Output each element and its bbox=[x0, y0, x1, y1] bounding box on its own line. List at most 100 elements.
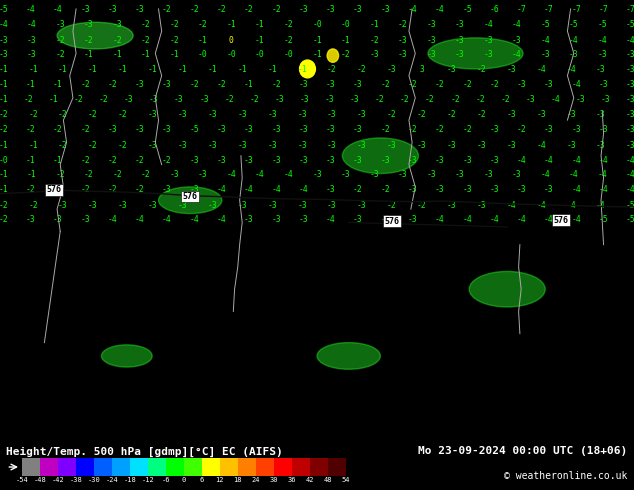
Text: -3: -3 bbox=[299, 156, 308, 165]
Text: -3: -3 bbox=[477, 200, 486, 210]
Bar bbox=[76, 459, 94, 476]
Text: -3: -3 bbox=[357, 110, 366, 119]
Text: -3: -3 bbox=[566, 110, 576, 119]
Text: -2: -2 bbox=[477, 110, 486, 119]
Text: -4: -4 bbox=[571, 215, 581, 224]
Text: -1: -1 bbox=[28, 141, 38, 149]
Text: -1: -1 bbox=[25, 80, 36, 89]
Text: -2: -2 bbox=[80, 80, 90, 89]
Text: -4: -4 bbox=[107, 215, 117, 224]
Text: -0: -0 bbox=[283, 50, 294, 59]
Text: -4: -4 bbox=[326, 215, 335, 224]
Ellipse shape bbox=[101, 345, 152, 367]
Text: -1: -1 bbox=[53, 156, 63, 165]
Text: -1: -1 bbox=[0, 80, 8, 89]
Text: -1: -1 bbox=[84, 50, 94, 59]
Text: -3: -3 bbox=[446, 200, 456, 210]
Bar bbox=[40, 459, 58, 476]
Text: -2: -2 bbox=[217, 5, 226, 14]
Text: -0: -0 bbox=[312, 21, 322, 29]
Text: 36: 36 bbox=[287, 477, 296, 483]
Text: -3: -3 bbox=[237, 141, 247, 149]
Text: -3: -3 bbox=[517, 80, 527, 89]
Text: -4: -4 bbox=[536, 141, 546, 149]
Text: -4: -4 bbox=[435, 5, 444, 14]
Ellipse shape bbox=[342, 138, 418, 173]
Text: -4: -4 bbox=[571, 156, 581, 165]
Text: -2: -2 bbox=[55, 50, 65, 59]
Text: -3: -3 bbox=[426, 171, 436, 179]
Text: -4: -4 bbox=[569, 36, 579, 45]
Text: -4: -4 bbox=[597, 36, 607, 45]
Text: -18: -18 bbox=[124, 477, 136, 483]
Text: -3: -3 bbox=[299, 5, 308, 14]
Text: -1: -1 bbox=[340, 36, 351, 45]
Text: -3: -3 bbox=[162, 186, 172, 195]
Text: -3: -3 bbox=[297, 110, 307, 119]
Text: -4: -4 bbox=[244, 186, 254, 195]
Text: 18: 18 bbox=[233, 477, 242, 483]
Text: -3: -3 bbox=[25, 215, 36, 224]
Text: -4: -4 bbox=[540, 36, 550, 45]
Text: -1: -1 bbox=[237, 65, 247, 74]
Text: -7: -7 bbox=[544, 5, 554, 14]
Text: -3: -3 bbox=[312, 171, 322, 179]
Text: -3: -3 bbox=[244, 156, 254, 165]
Text: -5: -5 bbox=[569, 21, 579, 29]
Text: -1: -1 bbox=[169, 50, 179, 59]
Text: -2: -2 bbox=[380, 80, 390, 89]
Text: -2: -2 bbox=[25, 125, 36, 134]
Text: Mo 23-09-2024 00:00 UTC (18+06): Mo 23-09-2024 00:00 UTC (18+06) bbox=[418, 446, 628, 456]
Text: -4: -4 bbox=[25, 5, 36, 14]
Text: -1: -1 bbox=[207, 65, 217, 74]
Text: -1: -1 bbox=[255, 21, 265, 29]
Text: -2: -2 bbox=[190, 5, 199, 14]
Bar bbox=[328, 459, 346, 476]
Text: -2: -2 bbox=[398, 21, 408, 29]
Text: -2: -2 bbox=[135, 156, 145, 165]
Text: -3: -3 bbox=[178, 110, 188, 119]
Text: -4: -4 bbox=[626, 156, 634, 165]
Text: -4: -4 bbox=[517, 156, 527, 165]
Text: -2: -2 bbox=[417, 110, 427, 119]
Text: -54: -54 bbox=[16, 477, 29, 483]
Text: -7: -7 bbox=[598, 5, 609, 14]
Text: -4: -4 bbox=[626, 171, 634, 179]
Text: -2: -2 bbox=[249, 95, 259, 104]
Text: -4: -4 bbox=[626, 36, 634, 45]
Text: -4: -4 bbox=[536, 65, 546, 74]
Text: -3: -3 bbox=[300, 95, 309, 104]
Text: -3: -3 bbox=[483, 36, 493, 45]
Text: -2: -2 bbox=[446, 110, 456, 119]
Text: -3: -3 bbox=[455, 21, 465, 29]
Text: -3: -3 bbox=[55, 21, 65, 29]
Text: -2: -2 bbox=[169, 21, 179, 29]
Text: -3: -3 bbox=[544, 186, 554, 195]
Text: -3: -3 bbox=[569, 50, 579, 59]
Bar bbox=[256, 459, 274, 476]
Text: -3: -3 bbox=[626, 95, 634, 104]
Text: -1: -1 bbox=[0, 186, 8, 195]
Text: -2: -2 bbox=[500, 95, 510, 104]
Text: -4: -4 bbox=[299, 186, 308, 195]
Text: -3: -3 bbox=[326, 125, 335, 134]
Text: -2: -2 bbox=[0, 110, 8, 119]
Text: -4: -4 bbox=[626, 186, 634, 195]
Text: -3: -3 bbox=[299, 215, 308, 224]
Text: -4: -4 bbox=[135, 215, 145, 224]
Text: -12: -12 bbox=[141, 477, 154, 483]
Text: -2: -2 bbox=[271, 80, 281, 89]
Text: -1: -1 bbox=[58, 65, 68, 74]
Text: -4: -4 bbox=[435, 215, 444, 224]
Text: -3: -3 bbox=[544, 125, 554, 134]
Text: -2: -2 bbox=[244, 5, 254, 14]
Text: -2: -2 bbox=[283, 21, 294, 29]
Text: -2: -2 bbox=[141, 36, 151, 45]
Text: -38: -38 bbox=[70, 477, 82, 483]
Text: -3: -3 bbox=[536, 110, 546, 119]
Bar bbox=[220, 459, 238, 476]
Text: -2: -2 bbox=[217, 80, 226, 89]
Text: -1: -1 bbox=[53, 80, 63, 89]
Text: -3: -3 bbox=[27, 36, 37, 45]
Text: -3: -3 bbox=[268, 141, 277, 149]
